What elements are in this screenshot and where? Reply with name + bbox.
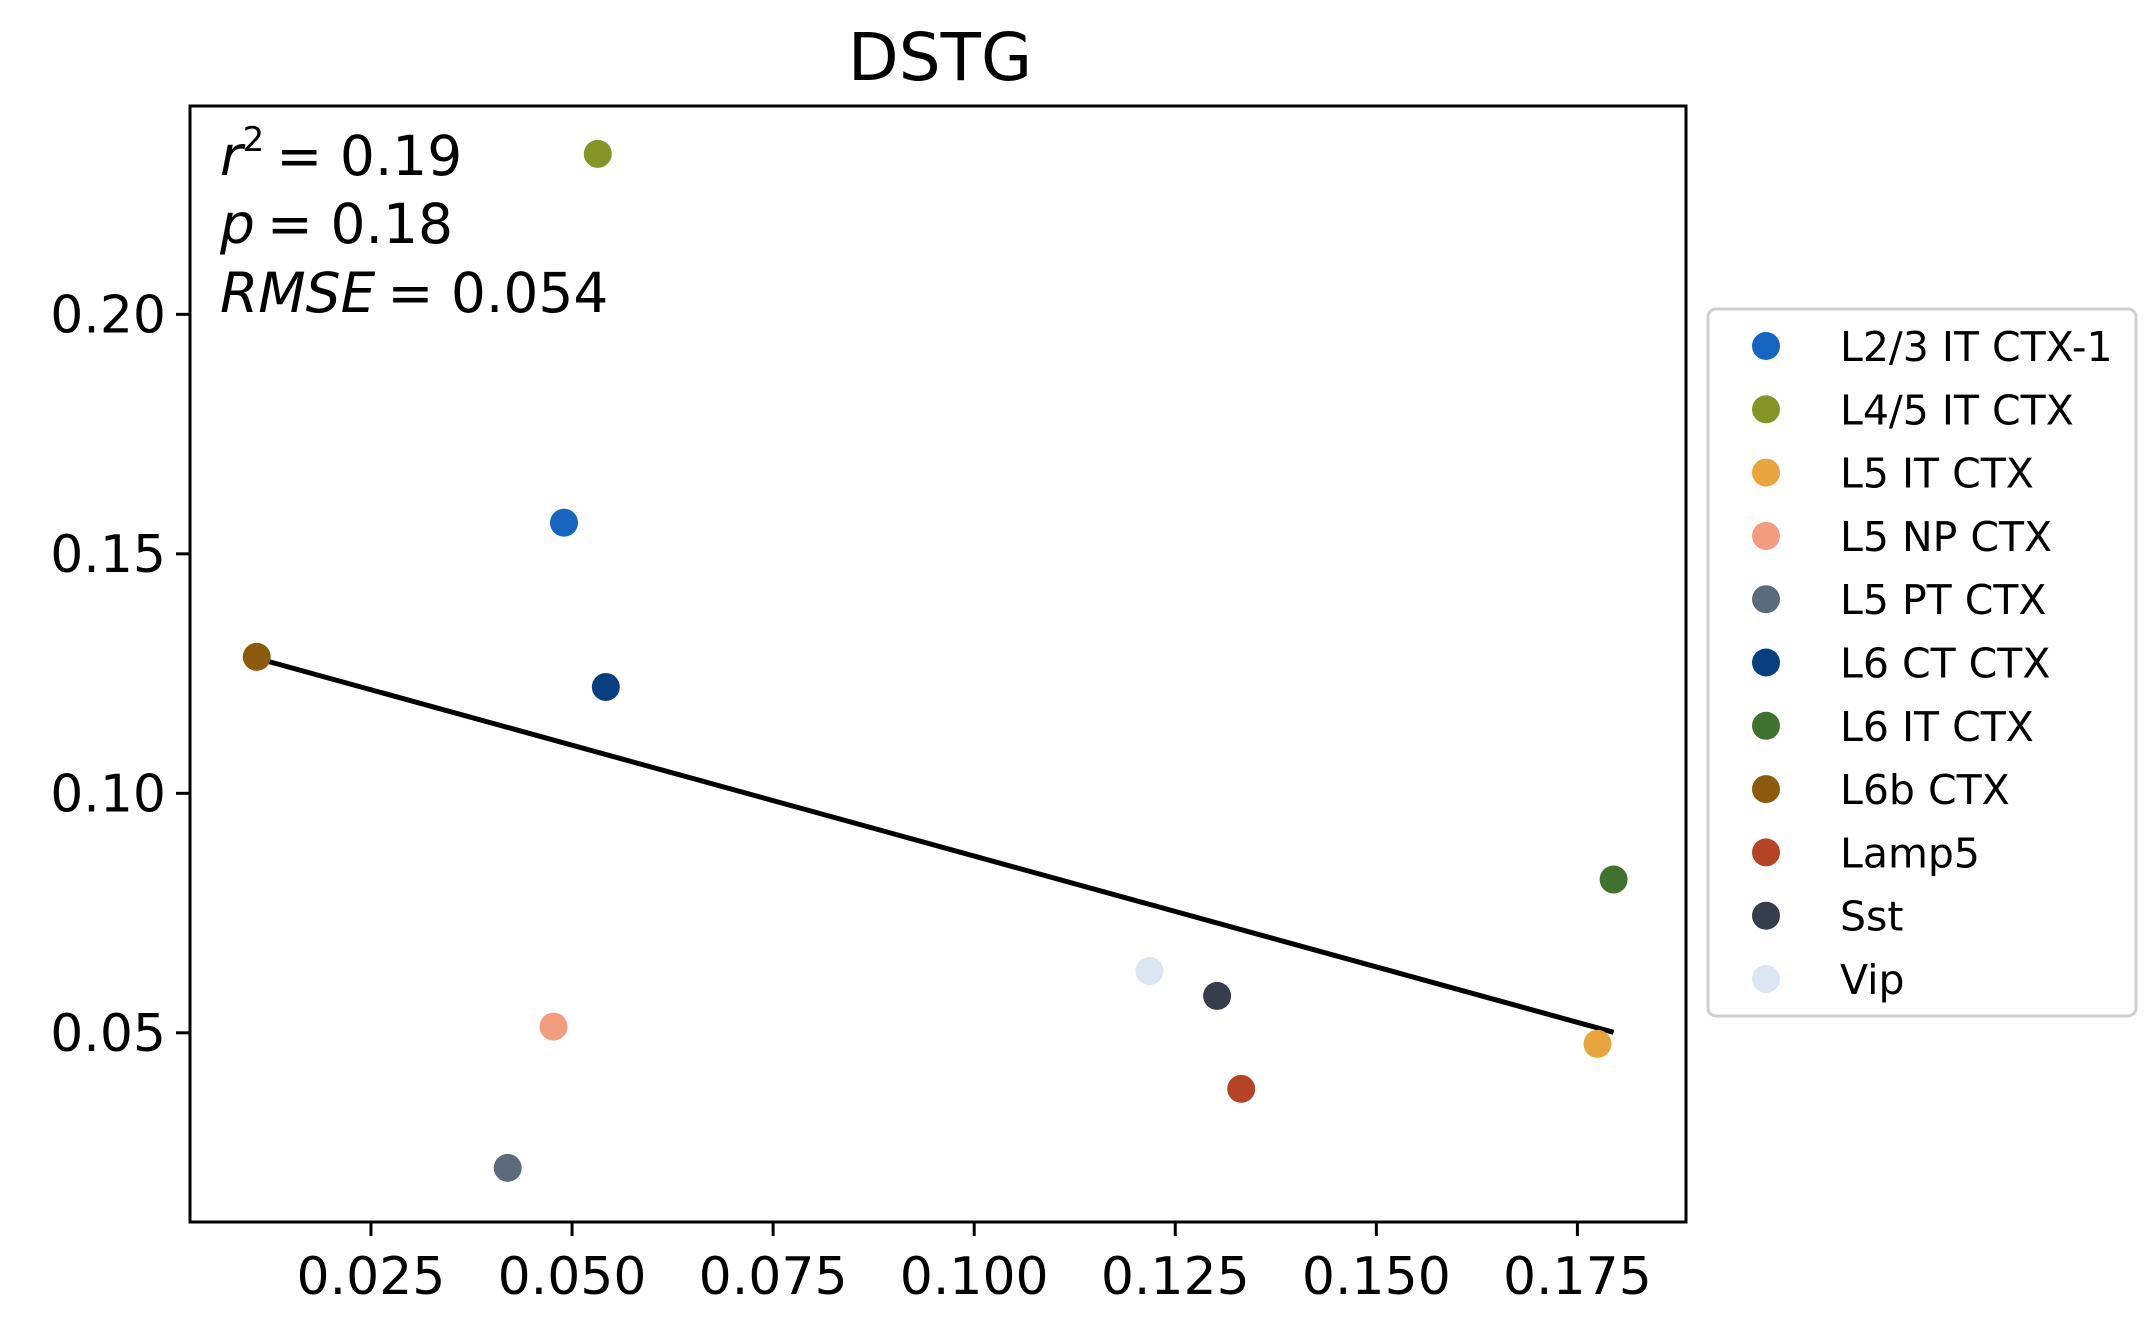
x-tick-label-6: 0.175 (1503, 1247, 1652, 1307)
legend-marker-5 (1752, 648, 1780, 677)
rmse-annotation: RMSE = 0.054 (220, 261, 608, 325)
legend-marker-4 (1752, 585, 1780, 614)
x-tick-label-0: 0.025 (297, 1247, 446, 1307)
stats-annotation: r2 = 0.19 p = 0.18 RMSE = 0.054 (219, 120, 608, 325)
legend-label-10: Vip (1840, 956, 1905, 1004)
y-tick-label-3: 0.20 (50, 285, 166, 345)
x-axis: 0.025 0.050 0.075 0.100 0.125 0.150 0.175 (297, 1222, 1652, 1307)
data-point-4 (493, 1153, 522, 1182)
data-point-7 (242, 642, 271, 671)
legend-label-9: Sst (1840, 893, 1903, 941)
y-axis: 0.05 0.10 0.15 0.20 (50, 285, 190, 1064)
data-point-10 (1135, 957, 1164, 986)
rmse-value: = 0.054 (387, 261, 608, 325)
legend: L2/3 IT CTX-1 L4/5 IT CTX L5 IT CTX L5 NP C… (1706, 307, 2138, 1018)
y-tick-label-1: 0.10 (50, 764, 166, 824)
data-point-9 (1203, 981, 1232, 1010)
legend-box (1706, 307, 2138, 1018)
r2-symbol: r (220, 124, 246, 188)
legend-label-4: L5 PT CTX (1840, 576, 2047, 624)
legend-label-0: L2/3 IT CTX-1 (1840, 323, 2113, 371)
legend-label-2: L5 IT CTX (1840, 450, 2034, 498)
legend-marker-0 (1752, 332, 1780, 360)
x-tick-label-1: 0.050 (498, 1247, 647, 1307)
legend-label-7: L6b CTX (1840, 766, 2010, 814)
x-tick-label-2: 0.075 (699, 1247, 848, 1307)
data-point-5 (591, 672, 620, 701)
legend-label-6: L6 IT CTX (1840, 703, 2034, 751)
r2-annotation: r2 = 0.19 (220, 120, 462, 188)
legend-marker-9 (1752, 901, 1780, 930)
rmse-symbol: RMSE (220, 261, 376, 325)
legend-label-8: Lamp5 (1840, 829, 1980, 877)
data-point-2 (1583, 1029, 1612, 1058)
legend-marker-6 (1752, 711, 1780, 740)
legend-label-1: L4/5 IT CTX (1840, 386, 2074, 434)
x-tick-label-5: 0.150 (1302, 1247, 1451, 1307)
plot-frame (188, 104, 1688, 1224)
legend-marker-2 (1752, 458, 1780, 487)
legend-marker-10 (1752, 965, 1780, 993)
data-points (242, 139, 1628, 1182)
p-annotation: p = 0.18 (219, 192, 453, 256)
data-point-6 (1599, 865, 1628, 894)
p-value: = 0.18 (267, 192, 453, 256)
legend-label-5: L6 CT CTX (1840, 640, 2050, 688)
fit-line-layer (256, 655, 1615, 1035)
r2-value: = 0.19 (276, 124, 462, 188)
regression-line (256, 655, 1615, 1035)
legend-label-3: L5 NP CTX (1840, 513, 2052, 561)
data-point-1 (583, 139, 612, 168)
legend-marker-1 (1752, 395, 1780, 424)
legend-marker-7 (1752, 775, 1780, 804)
data-point-8 (1227, 1074, 1256, 1103)
y-tick-label-2: 0.15 (50, 525, 166, 585)
y-tick-label-0: 0.05 (50, 1004, 166, 1064)
p-symbol: p (219, 192, 255, 256)
r2-superscript: 2 (243, 120, 265, 160)
data-point-0 (550, 508, 578, 537)
x-tick-label-4: 0.125 (1101, 1247, 1250, 1307)
data-point-3 (539, 1012, 568, 1041)
legend-marker-8 (1752, 838, 1780, 867)
legend-items: L2/3 IT CTX-1 L4/5 IT CTX L5 IT CTX L5 NP C… (1752, 323, 2113, 1004)
x-tick-label-3: 0.100 (900, 1247, 1049, 1307)
chart-title: DSTG (848, 19, 1032, 96)
legend-marker-3 (1752, 521, 1780, 550)
